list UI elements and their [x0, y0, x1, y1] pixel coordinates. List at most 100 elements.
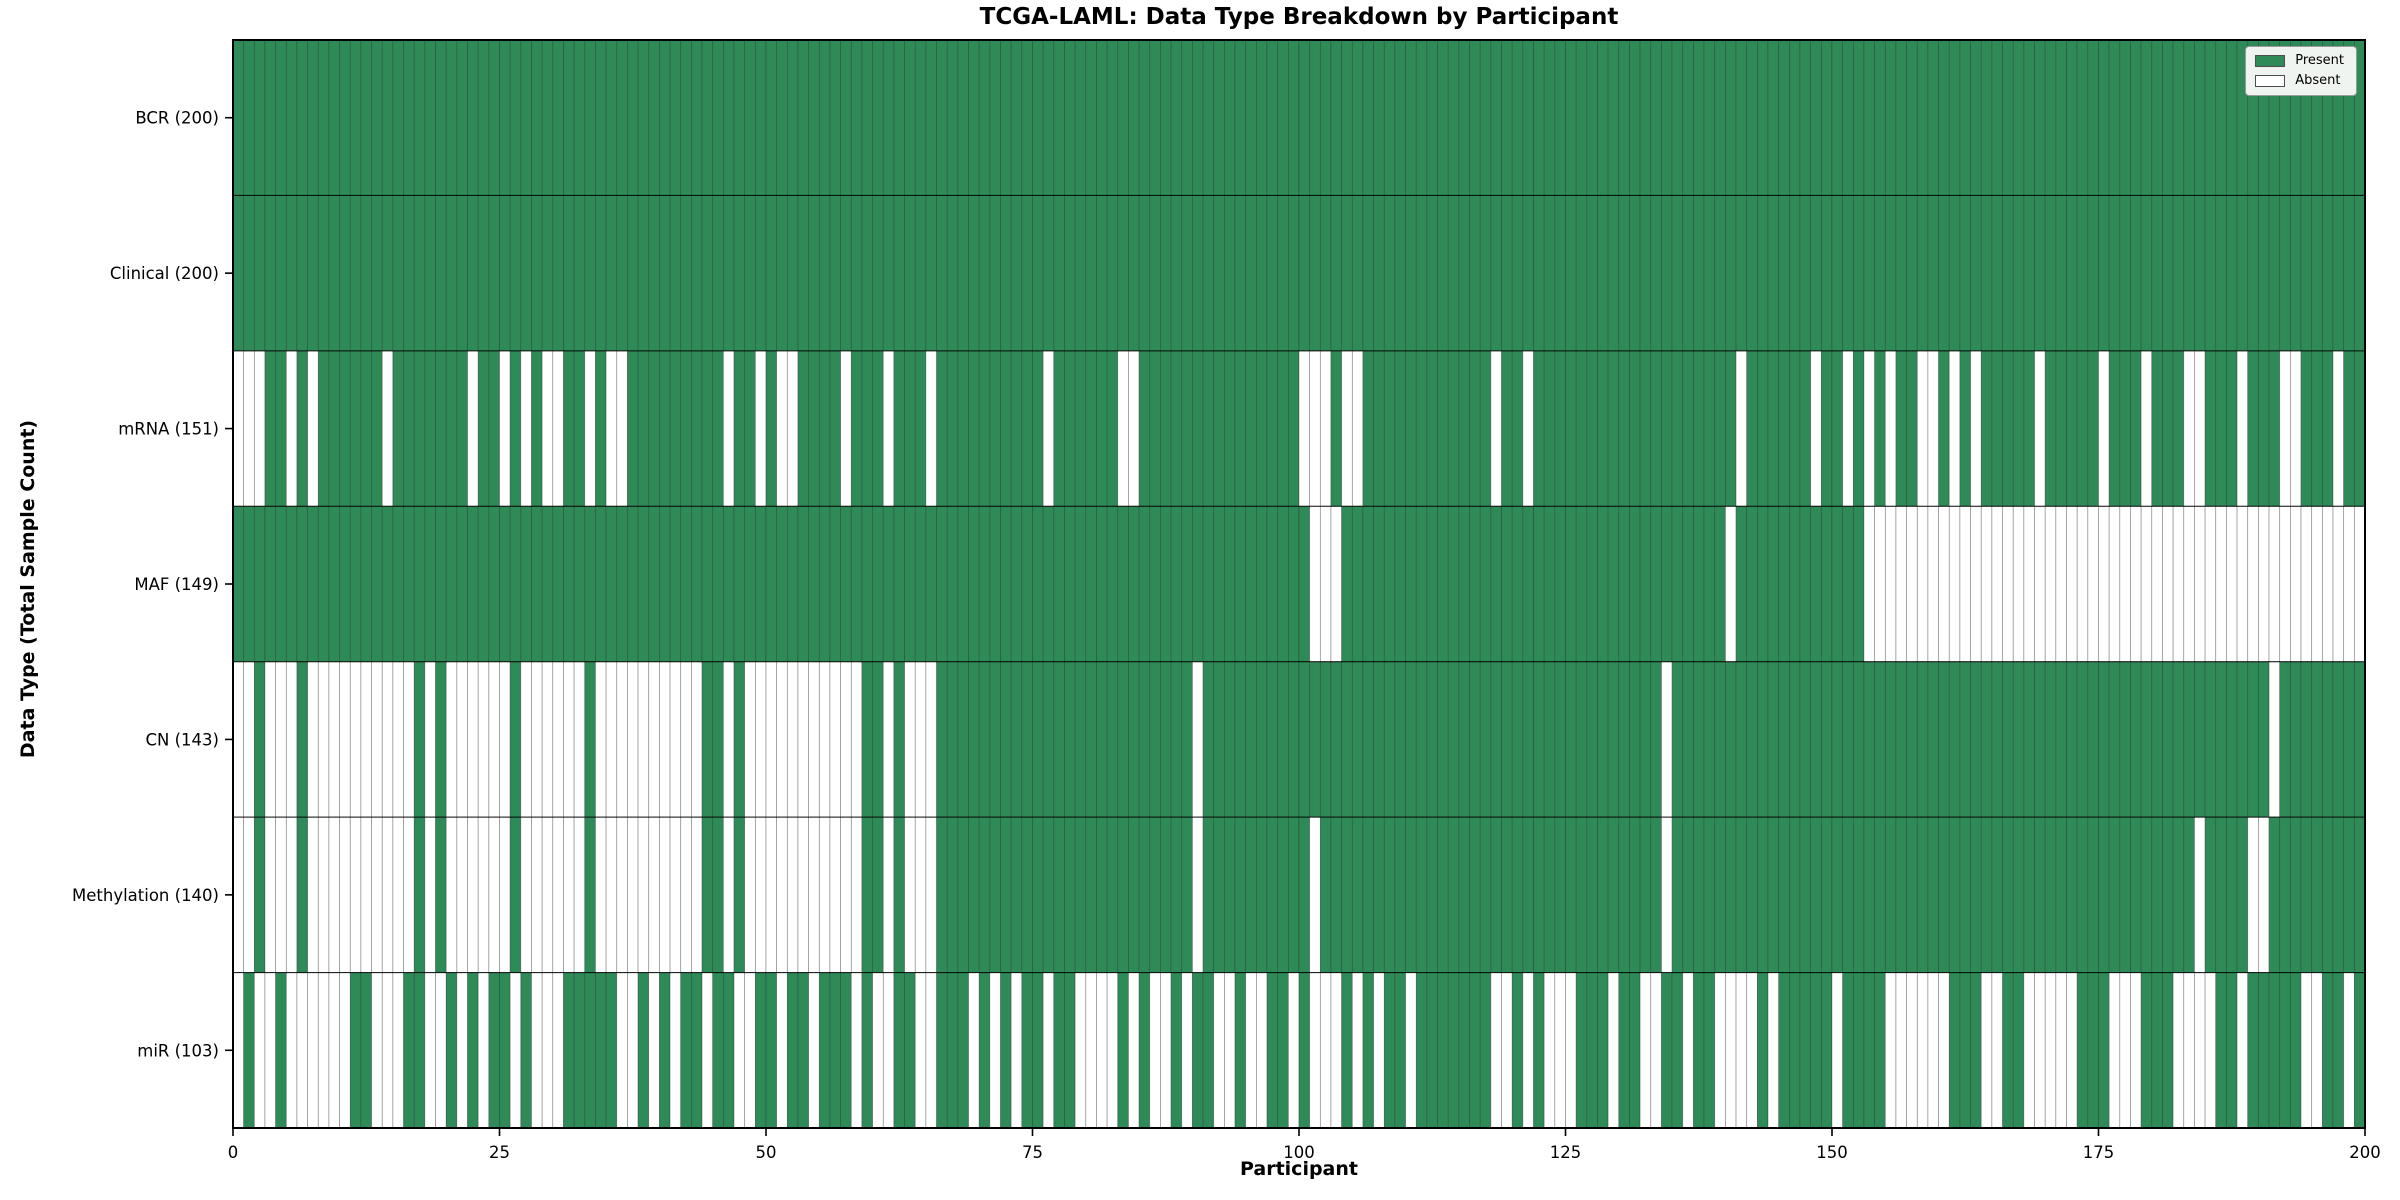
- heatmap-cell: [424, 661, 436, 818]
- heatmap-cell: [1341, 195, 1353, 352]
- heatmap-cell: [1511, 195, 1524, 352]
- heatmap-cell: [1735, 350, 1748, 507]
- heatmap-cell: [1650, 350, 1662, 507]
- heatmap-cell: [243, 816, 255, 973]
- heatmap-cell: [1266, 661, 1279, 818]
- heatmap-cell: [659, 39, 671, 196]
- heatmap-cell: [253, 39, 266, 196]
- heatmap-cell: [1170, 661, 1183, 818]
- heatmap-cell: [691, 195, 703, 352]
- heatmap-cell: [1618, 195, 1630, 352]
- heatmap-cell: [2172, 505, 2185, 663]
- heatmap-cell: [829, 350, 841, 507]
- heatmap-cell: [275, 350, 287, 507]
- heatmap-cell: [456, 816, 468, 973]
- heatmap-cell: [2055, 350, 2067, 507]
- heatmap-cell: [797, 816, 809, 973]
- heatmap-cell: [1927, 39, 1939, 196]
- heatmap-cell: [808, 816, 820, 973]
- heatmap-cell: [1767, 972, 1780, 1129]
- heatmap-cell: [1181, 195, 1193, 352]
- heatmap-cell: [1725, 39, 1737, 196]
- heatmap-cell: [1906, 350, 1918, 507]
- heatmap-cell: [2311, 972, 2323, 1129]
- heatmap-cell: [1213, 972, 1225, 1129]
- heatmap-cell: [744, 195, 756, 352]
- heatmap-cell: [1032, 195, 1044, 352]
- heatmap-cell: [978, 195, 991, 352]
- heatmap-cell: [2130, 39, 2142, 196]
- heatmap-cell: [1032, 39, 1044, 196]
- heatmap-cell: [1074, 195, 1087, 352]
- heatmap-cell: [477, 350, 490, 507]
- heatmap-cell: [1629, 505, 1641, 663]
- heatmap-cell: [1703, 350, 1716, 507]
- heatmap-cell: [1565, 350, 1577, 507]
- x-tick-label: 50: [756, 1143, 777, 1162]
- heatmap-cell: [1181, 505, 1193, 663]
- row-label-clinical: Clinical (200): [110, 264, 219, 283]
- heatmap-cell: [1192, 972, 1204, 1129]
- heatmap-cell: [2194, 661, 2206, 818]
- heatmap-cell: [413, 195, 426, 352]
- heatmap-cell: [1010, 661, 1023, 818]
- heatmap-cell: [1725, 816, 1737, 973]
- heatmap-cell: [541, 350, 554, 507]
- heatmap-cell: [2087, 816, 2099, 973]
- heatmap-cell: [1554, 350, 1566, 507]
- heatmap-cell: [904, 350, 916, 507]
- heatmap-cell: [1714, 816, 1726, 973]
- heatmap-cell: [2236, 816, 2249, 973]
- heatmap-cell: [978, 661, 991, 818]
- heatmap-cell: [691, 972, 703, 1129]
- heatmap-cell: [1703, 505, 1716, 663]
- heatmap-cell: [275, 661, 287, 818]
- heatmap-cell: [1661, 816, 1673, 973]
- heatmap-cell: [2226, 505, 2238, 663]
- heatmap-cell: [765, 350, 778, 507]
- heatmap-cell: [1543, 972, 1556, 1129]
- heatmap-cell: [1810, 816, 1822, 973]
- heatmap-cell: [1117, 350, 1129, 507]
- heatmap-cell: [1383, 505, 1396, 663]
- heatmap-cell: [1394, 350, 1406, 507]
- heatmap-cell: [1948, 816, 1961, 973]
- heatmap-cell: [1309, 195, 1321, 352]
- heatmap-cell: [232, 39, 245, 196]
- heatmap-cell: [1884, 661, 1897, 818]
- heatmap-cell: [1927, 816, 1939, 973]
- heatmap-cell: [1106, 816, 1119, 973]
- heatmap-cell: [1287, 505, 1300, 663]
- heatmap-cell: [2076, 505, 2089, 663]
- heatmap-cell: [552, 505, 564, 663]
- heatmap-cell: [1117, 39, 1129, 196]
- heatmap-cell: [1149, 505, 1161, 663]
- heatmap-cell: [1820, 350, 1833, 507]
- heatmap-cell: [541, 816, 554, 973]
- heatmap-cell: [1010, 816, 1023, 973]
- heatmap-cell: [861, 816, 873, 973]
- heatmap-cell: [1543, 39, 1556, 196]
- heatmap-cell: [1138, 661, 1151, 818]
- heatmap-cell: [1192, 195, 1204, 352]
- heatmap-cell: [712, 195, 724, 352]
- heatmap-cell: [232, 972, 245, 1129]
- heatmap-cell: [2151, 195, 2163, 352]
- heatmap-cell: [1330, 661, 1342, 818]
- x-tick-label: 175: [2083, 1143, 2115, 1162]
- heatmap-cell: [1554, 661, 1566, 818]
- heatmap-cell: [1053, 195, 1065, 352]
- heatmap-cell: [1767, 195, 1780, 352]
- heatmap-cell: [2322, 972, 2334, 1129]
- heatmap-cell: [818, 195, 831, 352]
- heatmap-cell: [1842, 661, 1854, 818]
- heatmap-cell: [1533, 816, 1545, 973]
- heatmap-cell: [1490, 39, 1502, 196]
- heatmap-cell: [584, 816, 596, 973]
- heatmap-cell: [2194, 816, 2206, 973]
- heatmap-cell: [1725, 661, 1737, 818]
- heatmap-cell: [1469, 350, 1481, 507]
- heatmap-cell: [637, 350, 650, 507]
- heatmap-cell: [1906, 195, 1918, 352]
- heatmap-cell: [1597, 195, 1609, 352]
